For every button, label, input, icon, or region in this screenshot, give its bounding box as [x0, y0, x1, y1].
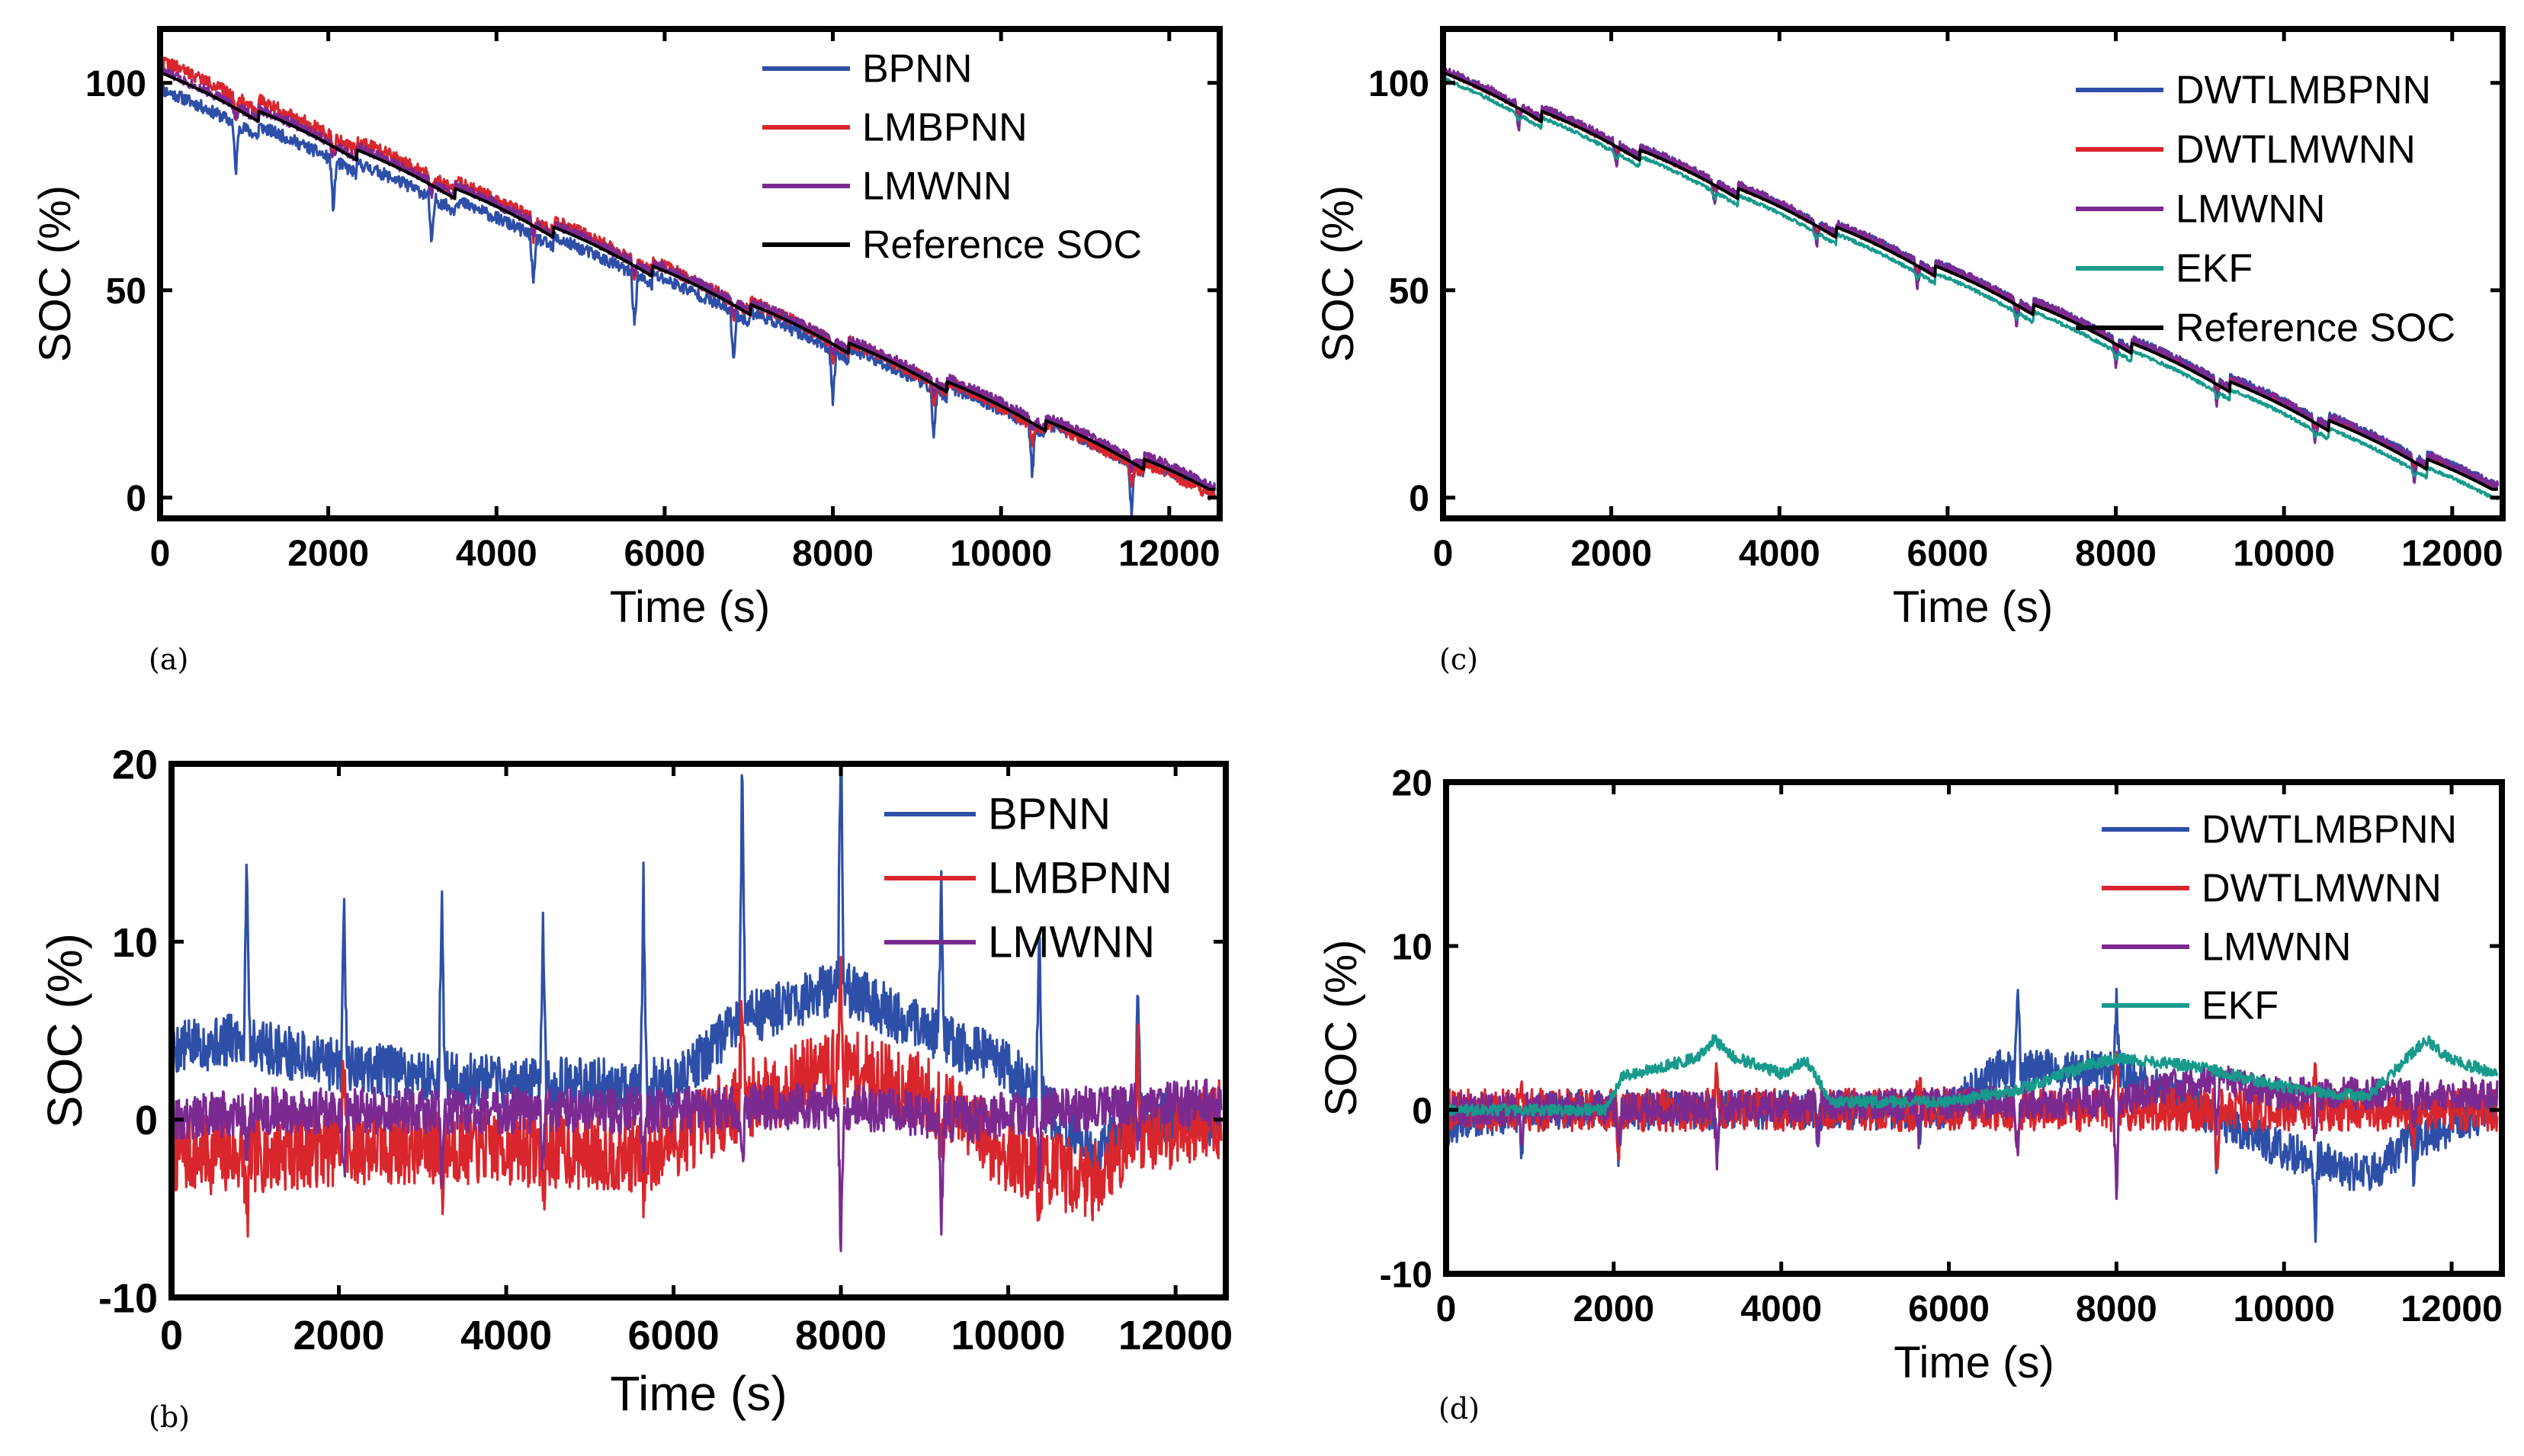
x-tick-label: 0 — [1433, 534, 1454, 574]
x-tick-label: 12000 — [1118, 534, 1220, 574]
x-tick-label: 2000 — [293, 1313, 384, 1358]
plot-frame — [168, 761, 1229, 1300]
legend-label-dwtlmbpnn: DWTLMBPNN — [2202, 807, 2457, 851]
x-tick-label: 0 — [150, 534, 171, 574]
y-axis-label: SOC (%) — [37, 933, 92, 1128]
legend-label-reference-soc: Reference SOC — [2176, 306, 2455, 350]
x-tick-label: 8000 — [795, 1313, 887, 1358]
y-tick-label: 0 — [1409, 479, 1429, 519]
y-tick-label: 50 — [106, 271, 146, 312]
x-tick-label: 2000 — [287, 534, 369, 574]
x-tick-label: 4000 — [1740, 1289, 1822, 1329]
legend-label-dwtlmwnn: DWTLMWNN — [2176, 127, 2416, 172]
y-tick-label: -10 — [98, 1275, 158, 1321]
series-line-ekf — [1443, 77, 2500, 501]
legend-label-bpnn: BPNN — [862, 47, 972, 91]
x-tick-label: 4000 — [1739, 534, 1820, 574]
panel-tag-c: (c) — [1439, 643, 1478, 676]
legend-label-dwtlmbpnn: DWTLMBPNN — [2176, 68, 2431, 112]
legend-label-dwtlmwnn: DWTLMWNN — [2202, 866, 2442, 910]
panel-d: 0 2000 4000 6000 8000 10000 12000-1001020Time … — [1317, 763, 2505, 1426]
y-tick-label: 20 — [112, 742, 158, 787]
x-tick-label: 10000 — [2233, 534, 2334, 574]
legend-label-bpnn: BPNN — [988, 789, 1111, 839]
y-axis-label: SOC (%) — [30, 185, 80, 362]
x-tick-label: 8000 — [2076, 1289, 2157, 1329]
panel-tag-d: (d) — [1438, 1392, 1480, 1426]
x-tick-label: 12000 — [1118, 1313, 1233, 1358]
series-line-lmwnn — [172, 1078, 1223, 1252]
legend-label-lmwnn: LMWNN — [2176, 187, 2325, 231]
y-axis-label: SOC (%) — [1317, 940, 1366, 1117]
x-tick-label: 0 — [160, 1313, 183, 1358]
x-tick-label: 8000 — [792, 534, 874, 574]
plot-frame — [157, 26, 1223, 521]
x-tick-label: 6000 — [1908, 1289, 1990, 1329]
series-line-reference-soc — [160, 71, 1216, 491]
x-tick-label: 4000 — [456, 534, 537, 574]
y-tick-label: 0 — [126, 479, 146, 519]
y-tick-label: 50 — [1389, 271, 1429, 312]
x-axis-label: Time (s) — [1894, 1338, 2054, 1387]
x-tick-label: 12000 — [2401, 1289, 2502, 1329]
y-tick-label: 10 — [1392, 927, 1432, 967]
x-tick-label: 2000 — [1570, 534, 1652, 574]
plot-frame — [1443, 779, 2505, 1277]
x-tick-label: 6000 — [624, 534, 706, 574]
x-axis-label: Time (s) — [610, 1366, 787, 1421]
x-tick-label: 10000 — [951, 1313, 1066, 1358]
panel-b: 0 2000 4000 6000 8000 10000 12000-1001020Time … — [37, 742, 1233, 1434]
legend-label-ekf: EKF — [2202, 983, 2279, 1028]
x-tick-label: 6000 — [1907, 534, 1989, 574]
y-tick-label: 20 — [1392, 763, 1432, 803]
x-tick-label: 10000 — [950, 534, 1051, 574]
x-tick-label: 4000 — [460, 1313, 552, 1358]
legend-label-ekf: EKF — [2176, 246, 2253, 290]
legend-label-lmwnn: LMWNN — [2202, 925, 2351, 969]
x-tick-label: 12000 — [2401, 534, 2503, 574]
y-tick-label: -10 — [1380, 1255, 1432, 1295]
y-tick-label: 0 — [135, 1098, 158, 1143]
y-tick-label: 10 — [112, 920, 158, 966]
y-tick-label: 100 — [85, 64, 146, 104]
y-axis-label: SOC (%) — [1313, 185, 1363, 362]
x-tick-label: 10000 — [2233, 1289, 2334, 1329]
x-axis-label: Time (s) — [610, 582, 770, 632]
x-axis-label: Time (s) — [1893, 582, 2053, 632]
x-tick-label: 0 — [1436, 1289, 1457, 1329]
x-tick-label: 6000 — [628, 1313, 720, 1358]
y-tick-label: 0 — [1412, 1091, 1432, 1131]
panel-c: 0 2000 4000 6000 8000 10000 12000 0 50 100 Time (s… — [1313, 26, 2506, 676]
series-line-bpnn — [160, 85, 1217, 518]
x-tick-label: 2000 — [1573, 1289, 1654, 1329]
panel-a: 0 2000 4000 6000 8000 10000 12000 0 50 100 Time (s… — [30, 26, 1223, 676]
x-tick-label: 8000 — [2075, 534, 2157, 574]
panel-tag-a: (a) — [149, 643, 188, 676]
legend-label-reference-soc: Reference SOC — [862, 223, 1142, 267]
legend-label-lmwnn: LMWNN — [862, 164, 1012, 208]
series-line-ekf — [1446, 1034, 2499, 1117]
y-tick-label: 100 — [1368, 64, 1429, 104]
series-line-reference-soc — [1443, 71, 2499, 491]
panel-tag-b: (b) — [149, 1400, 190, 1434]
legend-label-lmbpnn: LMBPNN — [988, 853, 1172, 903]
plot-frame — [1440, 26, 2506, 521]
legend-label-lmwnn: LMWNN — [988, 917, 1155, 967]
legend-label-lmbpnn: LMBPNN — [862, 105, 1028, 149]
